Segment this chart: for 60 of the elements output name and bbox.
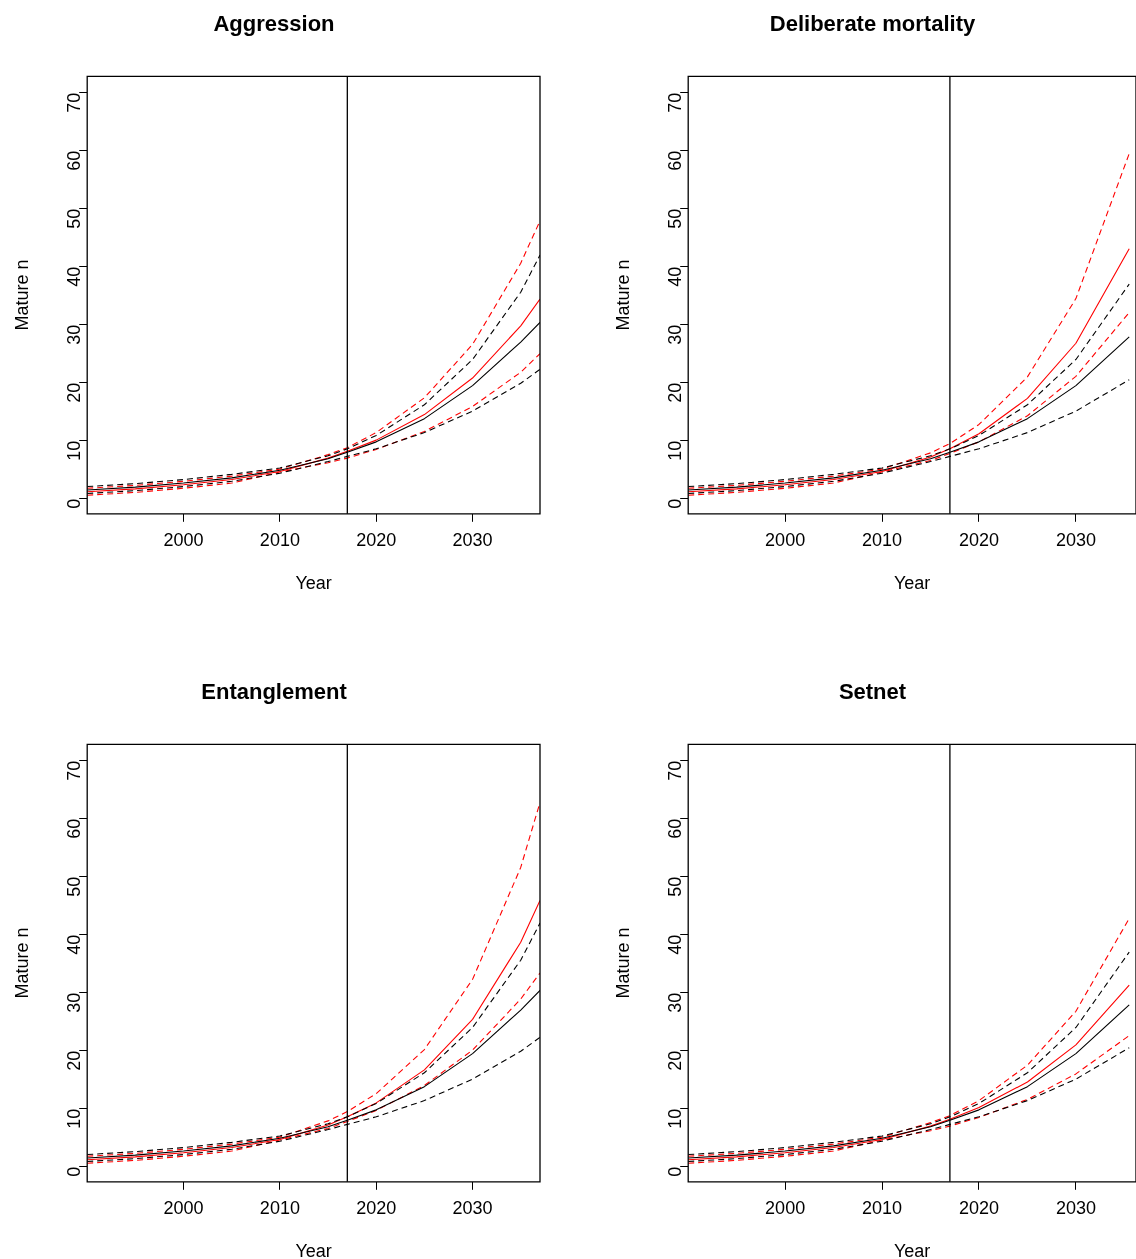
y-tick-label: 30: [665, 992, 686, 1013]
chart-title: Deliberate mortality: [769, 11, 976, 37]
x-tick-label: 2000: [765, 529, 806, 550]
x-tick-label: 2010: [259, 529, 300, 550]
y-tick-label: 60: [665, 150, 686, 171]
y-tick-label: 30: [64, 992, 85, 1013]
y-tick-label: 10: [64, 440, 85, 461]
y-tick-label: 50: [64, 876, 85, 897]
x-tick-label: 2030: [1055, 1197, 1096, 1218]
y-tick-label: 40: [64, 934, 85, 955]
y-tick-label: 0: [665, 1166, 686, 1177]
y-axis-title: Mature n: [11, 259, 32, 331]
y-tick-label: 0: [665, 498, 686, 509]
y-tick-label: 20: [64, 1050, 85, 1071]
y-tick-label: 70: [665, 760, 686, 781]
chart-title: Entanglement: [201, 679, 348, 705]
y-tick-label: 70: [665, 92, 686, 113]
x-tick-label: 2030: [452, 1197, 493, 1218]
y-tick-label: 60: [64, 818, 85, 839]
y-tick-label: 40: [665, 934, 686, 955]
y-tick-label: 60: [665, 818, 686, 839]
y-tick-label: 70: [64, 760, 85, 781]
y-tick-label: 20: [665, 1050, 686, 1071]
y-axis-title: Mature n: [612, 927, 633, 999]
y-axis-title: Mature n: [612, 259, 633, 331]
y-tick-label: 20: [665, 382, 686, 403]
y-tick-label: 20: [64, 382, 85, 403]
x-axis-title: Year: [893, 573, 931, 594]
y-tick-label: 0: [64, 498, 85, 509]
x-tick-label: 2000: [163, 529, 204, 550]
y-tick-label: 10: [64, 1108, 85, 1129]
y-tick-label: 40: [665, 266, 686, 287]
y-tick-label: 0: [64, 1166, 85, 1177]
y-tick-label: 10: [665, 440, 686, 461]
y-tick-label: 40: [64, 266, 85, 287]
y-tick-label: 50: [665, 208, 686, 229]
x-tick-label: 2000: [163, 1197, 204, 1218]
x-tick-label: 2000: [765, 1197, 806, 1218]
x-tick-label: 2020: [356, 1197, 397, 1218]
x-tick-label: 2020: [356, 529, 397, 550]
x-tick-label: 2010: [862, 1197, 903, 1218]
y-tick-label: 50: [64, 208, 85, 229]
x-tick-label: 2020: [958, 529, 999, 550]
x-axis-title: Year: [295, 1241, 332, 1259]
y-tick-label: 60: [64, 150, 85, 171]
y-axis-title: Mature n: [11, 927, 32, 999]
x-axis-title: Year: [893, 1241, 931, 1259]
x-tick-label: 2030: [452, 529, 493, 550]
y-tick-label: 30: [64, 324, 85, 345]
chart-title: Setnet: [838, 679, 907, 705]
x-tick-label: 2010: [862, 529, 903, 550]
x-axis-title: Year: [295, 573, 332, 594]
y-tick-label: 70: [64, 92, 85, 113]
chart-title: Aggression: [213, 11, 335, 37]
y-tick-label: 30: [665, 324, 686, 345]
x-tick-label: 2020: [958, 1197, 999, 1218]
y-tick-label: 50: [665, 876, 686, 897]
y-tick-label: 10: [665, 1108, 686, 1129]
x-tick-label: 2030: [1055, 529, 1096, 550]
x-tick-label: 2010: [259, 1197, 300, 1218]
